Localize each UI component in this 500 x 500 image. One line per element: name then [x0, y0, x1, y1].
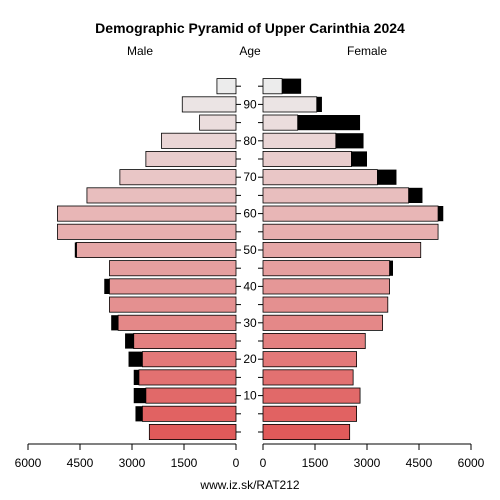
x-tick-label: 0	[233, 456, 240, 470]
male-bar	[145, 387, 237, 404]
male-bar	[57, 205, 237, 222]
female-excess-bar	[335, 133, 364, 149]
female-excess-bar	[316, 96, 322, 112]
x-tick-label: 1500	[302, 456, 329, 470]
chart-title: Demographic Pyramid of Upper Carinthia 2…	[95, 20, 405, 36]
age-tick-label: 60	[243, 207, 257, 221]
female-bar	[262, 169, 378, 186]
male-bar	[199, 114, 237, 131]
female-excess-bar	[351, 151, 367, 167]
x-axis-female: 0 1500 3000 4500 6000	[260, 443, 485, 470]
male-bar	[145, 150, 237, 167]
age-tick-label: 80	[243, 134, 257, 148]
male-excess-bar	[111, 315, 119, 331]
male-excess-bar	[128, 351, 143, 367]
female-bar	[262, 187, 410, 204]
male-bar	[76, 241, 237, 258]
age-tick-label: 50	[243, 243, 257, 257]
x-tick-label: 1500	[171, 456, 198, 470]
female-excess-bar	[389, 260, 393, 276]
female-label: Female	[347, 44, 387, 58]
female-bar	[262, 369, 354, 386]
female-bar	[262, 314, 383, 331]
female-bar	[262, 205, 439, 222]
x-tick-label: 4500	[406, 456, 433, 470]
female-bar	[262, 96, 318, 113]
x-tick-label: 3000	[354, 456, 381, 470]
female-bars	[262, 78, 444, 440]
male-bars	[57, 78, 237, 440]
male-bar	[141, 405, 237, 422]
female-excess-bar	[377, 169, 397, 185]
female-excess-bar	[438, 206, 444, 222]
male-bar	[161, 132, 237, 149]
female-bar	[262, 241, 422, 258]
male-bar	[57, 223, 237, 240]
male-bar	[109, 260, 237, 277]
female-excess-bar	[282, 78, 302, 94]
age-tick-label: 20	[243, 352, 257, 366]
male-bar	[117, 314, 237, 331]
female-bar	[262, 260, 390, 277]
female-excess-bar	[408, 187, 423, 203]
x-tick-label: 6000	[15, 456, 42, 470]
male-excess-bar	[133, 388, 146, 404]
male-bar	[119, 169, 237, 186]
female-bar	[262, 423, 351, 440]
x-axis-male: 6000 4500 3000 1500 0	[15, 443, 240, 470]
male-excess-bar	[133, 369, 139, 385]
female-bar	[262, 387, 361, 404]
male-excess-bar	[135, 406, 143, 422]
age-tick-label: 90	[243, 97, 257, 111]
male-bar	[148, 423, 237, 440]
age-tick-label: 40	[243, 279, 257, 293]
age-tick-label: 10	[243, 389, 257, 403]
female-excess-bar	[297, 115, 361, 131]
age-label: Age	[239, 44, 261, 58]
female-bar	[262, 150, 352, 167]
female-bar	[262, 351, 357, 368]
male-bar	[138, 369, 237, 386]
female-bar	[262, 278, 390, 295]
male-bar	[86, 187, 237, 204]
female-bar	[262, 132, 337, 149]
female-bar	[262, 114, 299, 131]
male-excess-bar	[104, 278, 110, 294]
x-tick-label: 6000	[458, 456, 485, 470]
female-bar	[262, 223, 439, 240]
male-bar	[109, 278, 237, 295]
male-bar	[133, 332, 237, 349]
male-bar	[141, 351, 237, 368]
x-tick-label: 3000	[119, 456, 146, 470]
x-tick-label: 0	[260, 456, 267, 470]
male-bar	[216, 78, 237, 95]
male-excess-bar	[74, 242, 77, 258]
female-bar	[262, 296, 389, 313]
male-label: Male	[127, 44, 153, 58]
age-axis: 10 20 30 40 50 60 70 80 90	[236, 85, 263, 433]
female-bar	[262, 78, 283, 95]
male-bar	[109, 296, 237, 313]
age-tick-label: 70	[243, 170, 257, 184]
source-footer: www.iz.sk/RAT212	[199, 478, 299, 492]
male-bar	[181, 96, 237, 113]
age-tick-label: 30	[243, 316, 257, 330]
x-tick-label: 4500	[67, 456, 94, 470]
male-excess-bar	[125, 333, 134, 349]
female-bar	[262, 405, 357, 422]
female-bar	[262, 332, 366, 349]
